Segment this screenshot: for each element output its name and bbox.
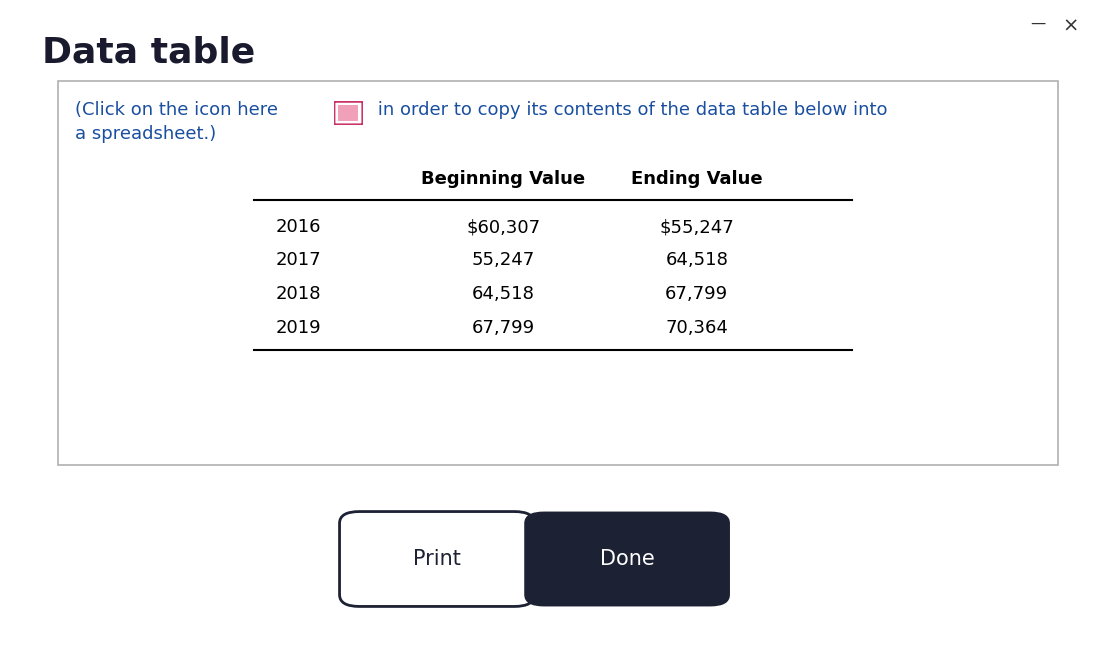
Text: 2019: 2019 <box>275 319 322 337</box>
Text: $55,247: $55,247 <box>659 218 734 237</box>
Text: Ending Value: Ending Value <box>630 170 763 188</box>
Text: Beginning Value: Beginning Value <box>421 170 585 188</box>
Text: 2017: 2017 <box>275 251 322 269</box>
Text: ×: × <box>1063 16 1078 35</box>
Text: Done: Done <box>599 549 655 569</box>
FancyBboxPatch shape <box>338 105 358 122</box>
Text: (Click on the icon here: (Click on the icon here <box>75 101 279 119</box>
Text: 2016: 2016 <box>275 218 322 237</box>
Text: 64,518: 64,518 <box>472 285 534 304</box>
Text: —: — <box>1030 16 1045 31</box>
Text: 67,799: 67,799 <box>471 319 535 337</box>
Text: 55,247: 55,247 <box>471 251 535 269</box>
Text: in order to copy its contents of the data table below into: in order to copy its contents of the dat… <box>372 101 887 119</box>
Text: 67,799: 67,799 <box>665 285 729 304</box>
Text: 2018: 2018 <box>275 285 322 304</box>
Text: $60,307: $60,307 <box>466 218 541 237</box>
Text: a spreadsheet.): a spreadsheet.) <box>75 125 217 143</box>
Text: 70,364: 70,364 <box>666 319 728 337</box>
FancyBboxPatch shape <box>334 101 363 125</box>
Text: 64,518: 64,518 <box>666 251 728 269</box>
Text: Data table: Data table <box>42 36 255 70</box>
Text: Print: Print <box>413 549 461 569</box>
